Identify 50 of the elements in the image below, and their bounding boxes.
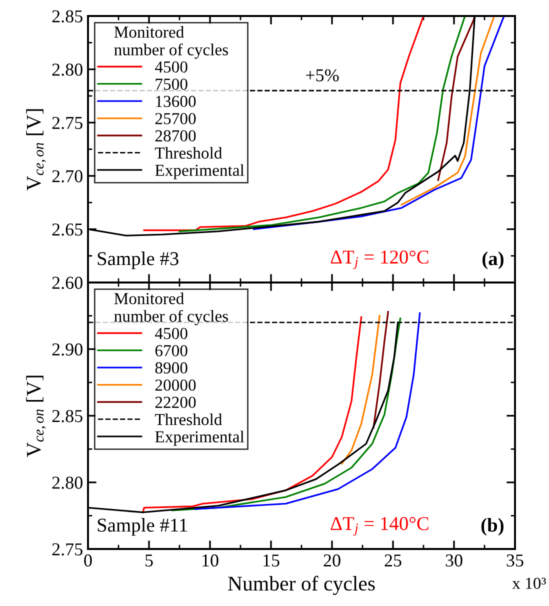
x-tick-label: 5 — [146, 554, 153, 567]
legend-label: 8900 — [155, 362, 188, 374]
legend-label: Threshold — [154, 146, 222, 159]
line-series — [340, 314, 380, 465]
annotation: Sample #3 — [98, 252, 178, 270]
legend-label: 22200 — [155, 396, 196, 408]
legend-title: Monitored number of cycles — [114, 292, 228, 326]
x-tick-label: 35 — [506, 554, 524, 567]
legend-label: 20000 — [155, 380, 196, 391]
line-series — [437, 16, 476, 181]
x-tick-label: 15 — [264, 554, 280, 567]
legend-label: 28700 — [155, 130, 196, 142]
annotation: Sample #11 — [98, 518, 187, 536]
y-tick-label: 2.90 — [52, 343, 82, 356]
y-tick-label: 2.80 — [52, 476, 82, 489]
y-tick-label: 2.75 — [52, 543, 82, 556]
y-axis-title: V$_{ce,on}$ [V] — [26, 376, 46, 458]
text: x 10³ — [512, 578, 546, 589]
annotation: (b) — [481, 518, 504, 536]
legend-label: 4500 — [154, 61, 188, 73]
line-series — [372, 310, 389, 429]
x-tick-label: 30 — [446, 554, 462, 567]
y-tick-label: 2.60 — [52, 276, 82, 290]
annotation: +5% — [306, 69, 339, 82]
x-tick-label: 25 — [384, 554, 402, 567]
legend-label: Threshold — [154, 413, 222, 426]
y-axis-title: V$_{ce,on}$ [V] — [26, 109, 46, 191]
legend-label: 7500 — [156, 78, 188, 90]
legend-label: Experimental — [155, 164, 244, 180]
annotation: ΔT$_{j}$ = 120°C — [330, 250, 428, 270]
line-series — [253, 16, 505, 230]
y-tick-label: 2.75 — [52, 116, 82, 130]
legend-label: 6700 — [155, 345, 188, 356]
y-tick-label: 2.65 — [52, 224, 82, 236]
annotation: ΔT$_{j}$ = 140°C — [330, 517, 428, 536]
x-tick-label: 0 — [84, 554, 92, 567]
x-tick-label: 20 — [324, 554, 340, 567]
line-series — [400, 16, 496, 206]
legend-title: Monitored number of cycles — [114, 26, 228, 59]
legend-label: 25700 — [155, 113, 196, 124]
y-tick-label: 2.80 — [52, 64, 82, 76]
y-tick-label: 2.85 — [52, 410, 82, 422]
y-tick-label: 2.85 — [52, 10, 82, 23]
legend-label: Experimental — [155, 430, 244, 446]
legend-label: 13600 — [156, 96, 196, 108]
x-axis-title: Number of cycles — [228, 576, 375, 595]
legend-label: 4500 — [154, 328, 188, 340]
y-tick-label: 2.70 — [52, 170, 82, 182]
x-tick-label: 10 — [202, 554, 218, 567]
annotation: (a) — [482, 252, 504, 270]
